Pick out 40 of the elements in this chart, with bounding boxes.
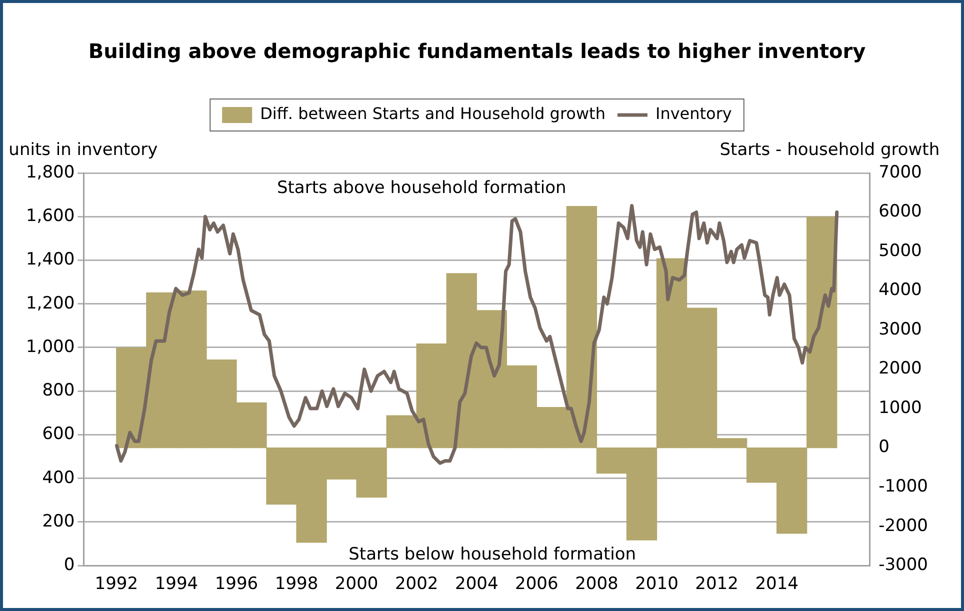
annotation: Starts below household formation <box>348 544 636 565</box>
y-tick-label: 400 <box>42 468 75 488</box>
y2-tick-label: 7000 <box>878 162 922 182</box>
y2-tick-label: -3000 <box>878 555 928 576</box>
x-tick-label: 1992 <box>94 574 138 594</box>
x-tick-label: 2006 <box>515 574 558 594</box>
y-tick-label: 200 <box>42 511 75 532</box>
y2-tick-label: 4000 <box>878 280 922 300</box>
legend-label: Diff. between Starts and Household growth <box>260 104 606 124</box>
y2-tick-label: 6000 <box>878 202 922 222</box>
y2-tick-label: 3000 <box>878 319 922 340</box>
x-tick-label: 2002 <box>394 574 438 594</box>
y2-tick-label: 1000 <box>878 398 922 418</box>
chart-title: Building above demographic fundamentals leads to higher inventory <box>88 39 866 64</box>
y2-axis-title: Starts - household growth <box>720 140 940 160</box>
legend-label: Inventory <box>655 104 732 124</box>
y-tick-label: 800 <box>42 380 75 401</box>
y2-tick-label: -2000 <box>878 516 928 536</box>
y2-tick-label: -1000 <box>878 476 928 496</box>
x-tick-label: 2014 <box>755 574 798 594</box>
y-tick-label: 1,000 <box>26 336 75 357</box>
x-tick-label: 1998 <box>274 574 318 594</box>
x-tick-label: 1994 <box>154 574 198 594</box>
y-tick-label: 1,800 <box>26 162 75 182</box>
y-tick-label: 0 <box>64 555 75 576</box>
y-tick-label: 1,200 <box>26 293 75 314</box>
y2-tick-label: 5000 <box>878 240 922 261</box>
x-tick-label: 2012 <box>695 574 738 594</box>
x-tick-label: 2000 <box>334 574 378 594</box>
y-tick-label: 1,600 <box>26 206 75 226</box>
y2-tick-label: 0 <box>878 437 890 458</box>
annotation: Starts above household formation <box>276 178 566 198</box>
x-tick-label: 2008 <box>575 574 618 594</box>
y-axis-title: units in inventory <box>8 140 158 160</box>
y-tick-label: 600 <box>42 424 75 444</box>
x-tick-label: 2004 <box>455 574 498 594</box>
x-tick-label: 1996 <box>214 574 258 594</box>
y-tick-label: 1,400 <box>26 250 75 270</box>
x-tick-label: 2010 <box>635 574 678 594</box>
y2-tick-label: 2000 <box>878 358 922 379</box>
